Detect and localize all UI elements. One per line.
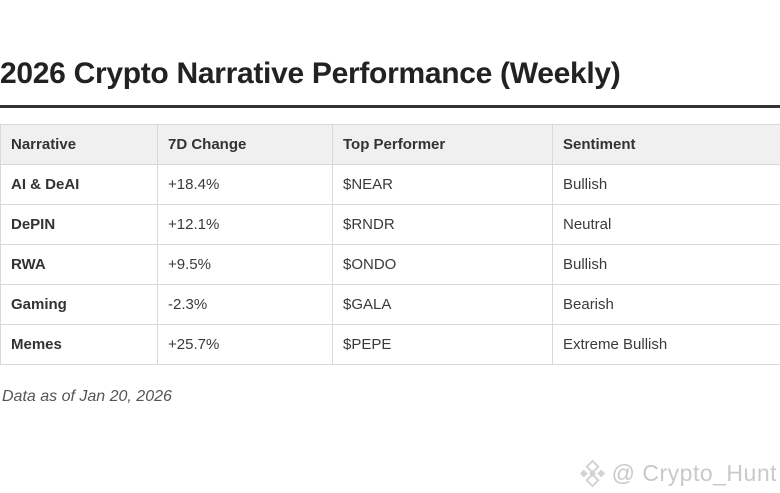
cell-7d-change: +25.7%	[158, 325, 333, 365]
cell-narrative: DePIN	[1, 205, 158, 245]
table-row: RWA +9.5% $ONDO Bullish	[1, 245, 780, 285]
table-row: AI & DeAI +18.4% $NEAR Bullish	[1, 165, 780, 205]
cell-sentiment: Bullish	[553, 165, 780, 205]
watermark-handle: @ Crypto_Hunt	[612, 460, 777, 487]
col-header-7d-change: 7D Change	[158, 125, 333, 165]
cell-sentiment: Extreme Bullish	[553, 325, 780, 365]
cell-7d-change: +12.1%	[158, 205, 333, 245]
table-row: Gaming -2.3% $GALA Bearish	[1, 285, 780, 325]
cell-top-performer: $ONDO	[333, 245, 553, 285]
cell-top-performer: $GALA	[333, 285, 553, 325]
col-header-top-performer: Top Performer	[333, 125, 553, 165]
cell-top-performer: $PEPE	[333, 325, 553, 365]
title-divider	[0, 105, 780, 108]
table-row: Memes +25.7% $PEPE Extreme Bullish	[1, 325, 780, 365]
cell-sentiment: Bearish	[553, 285, 780, 325]
data-as-of-note: Data as of Jan 20, 2026	[0, 388, 780, 406]
cell-7d-change: -2.3%	[158, 285, 333, 325]
diamond-logo-icon	[578, 459, 607, 488]
page-title: 2026 Crypto Narrative Performance (Weekl…	[0, 53, 780, 95]
table-header-row: Narrative 7D Change Top Performer Sentim…	[1, 125, 780, 165]
narrative-performance-table: Narrative 7D Change Top Performer Sentim…	[0, 124, 780, 365]
cell-narrative: Gaming	[1, 285, 158, 325]
cell-narrative: AI & DeAI	[1, 165, 158, 205]
cell-top-performer: $RNDR	[333, 205, 553, 245]
cell-sentiment: Neutral	[553, 205, 780, 245]
cell-7d-change: +9.5%	[158, 245, 333, 285]
col-header-sentiment: Sentiment	[553, 125, 780, 165]
watermark: @ Crypto_Hunt	[578, 459, 777, 488]
cell-sentiment: Bullish	[553, 245, 780, 285]
cell-top-performer: $NEAR	[333, 165, 553, 205]
cell-7d-change: +18.4%	[158, 165, 333, 205]
cell-narrative: Memes	[1, 325, 158, 365]
col-header-narrative: Narrative	[1, 125, 158, 165]
cell-narrative: RWA	[1, 245, 158, 285]
table-row: DePIN +12.1% $RNDR Neutral	[1, 205, 780, 245]
